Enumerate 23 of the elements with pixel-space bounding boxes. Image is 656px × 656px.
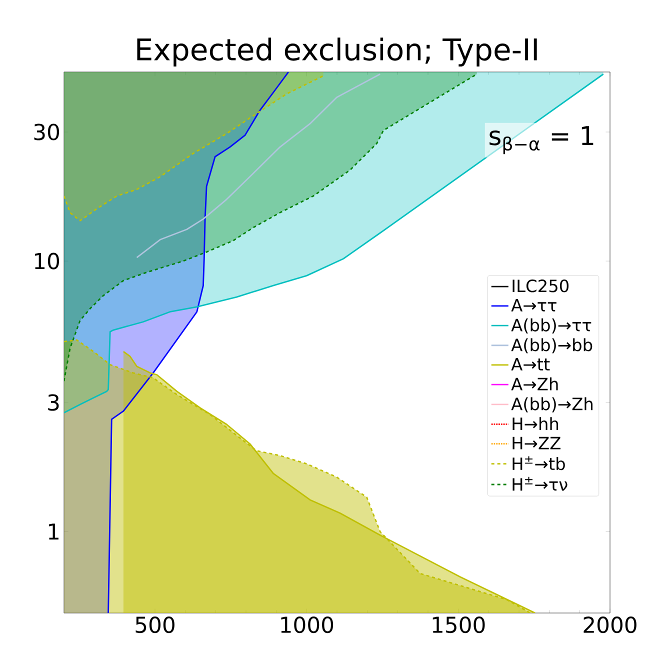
y-tick-label: 1: [48, 524, 58, 540]
x-tick-label: 500: [136, 616, 174, 634]
y-tick-label: 3: [48, 394, 59, 411]
legend-label: H→ZZ: [512, 436, 560, 450]
chart-title: Expected exclusion; Type-II: [137, 38, 537, 66]
y-tick-label: 30: [34, 124, 60, 140]
x-tick-label: 1000: [281, 616, 334, 634]
line-series: [136, 73, 381, 258]
y-tick-label: 10: [34, 252, 60, 270]
legend-label: A→Zh: [511, 377, 558, 390]
legend-label: ILC250: [512, 279, 569, 292]
annotation: s$_{β−α}$ = 1: [490, 126, 594, 154]
legend-label: A(bb)→ττ: [511, 318, 592, 334]
legend-label: H$^{±}$→τν: [512, 476, 568, 491]
line-series: [108, 72, 290, 613]
legend-label: A→tt: [511, 358, 550, 370]
legend-label: H→hh: [512, 417, 558, 430]
legend-label: A(bb)→Zh: [511, 397, 592, 412]
x-tick-label: 2000: [584, 616, 636, 634]
legend-label: A→ττ: [511, 299, 556, 312]
legend-label: A(bb)→bb: [511, 338, 592, 354]
legend-label: H$^{±}$→tb: [512, 456, 565, 470]
x-tick-label: 1500: [432, 616, 485, 634]
